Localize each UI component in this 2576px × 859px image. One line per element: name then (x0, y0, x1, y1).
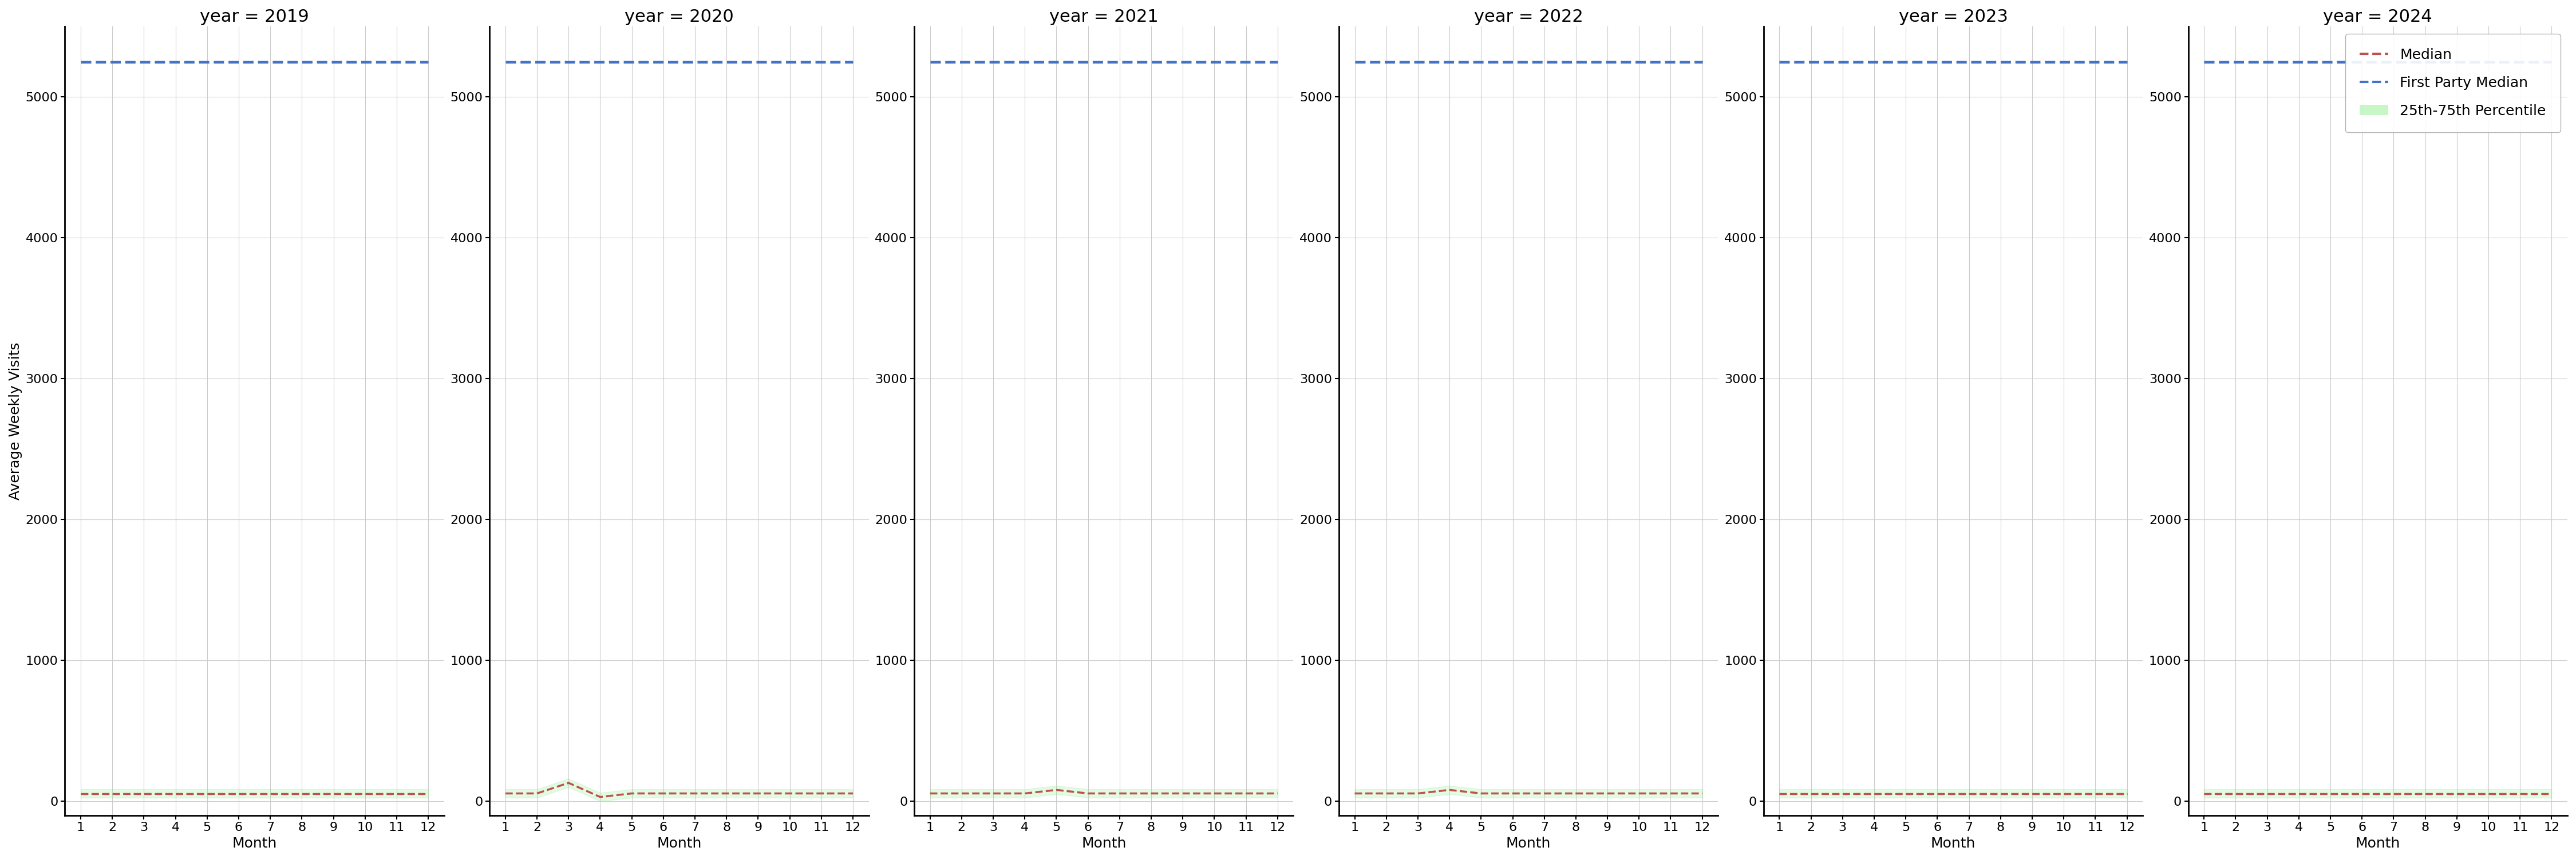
X-axis label: Month: Month (1507, 837, 1551, 850)
Title: year = 2023: year = 2023 (1899, 9, 2007, 25)
Title: year = 2021: year = 2021 (1048, 9, 1159, 25)
Title: year = 2024: year = 2024 (2324, 9, 2432, 25)
Legend: Median, First Party Median, 25th-75th Percentile: Median, First Party Median, 25th-75th Pe… (2344, 34, 2561, 132)
X-axis label: Month: Month (2354, 837, 2401, 850)
X-axis label: Month: Month (657, 837, 701, 850)
Y-axis label: Average Weekly Visits: Average Weekly Visits (8, 342, 23, 500)
Title: year = 2022: year = 2022 (1473, 9, 1584, 25)
X-axis label: Month: Month (232, 837, 276, 850)
Title: year = 2019: year = 2019 (201, 9, 309, 25)
X-axis label: Month: Month (1082, 837, 1126, 850)
X-axis label: Month: Month (1932, 837, 1976, 850)
Title: year = 2020: year = 2020 (623, 9, 734, 25)
